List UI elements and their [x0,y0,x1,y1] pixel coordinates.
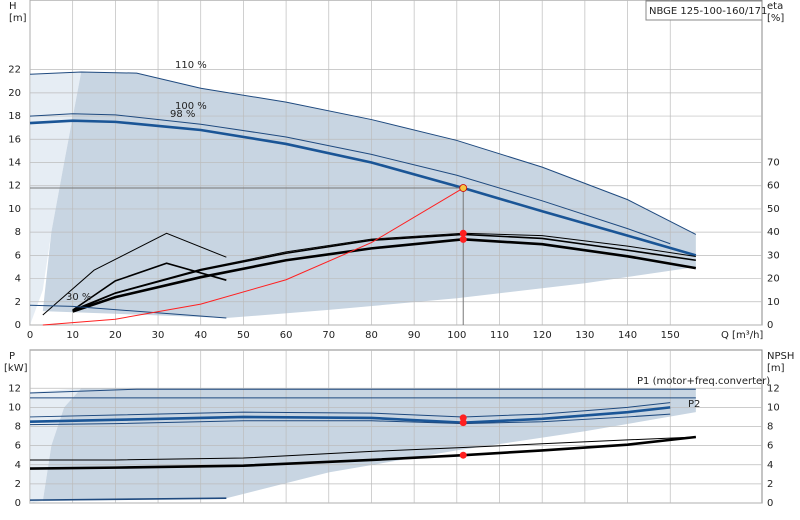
duty-point [459,184,468,192]
y-tick-label: 14 [8,158,21,169]
curve [29,388,696,394]
curve [29,402,671,418]
x-tick-label: 20 [109,330,122,341]
x-tick-label: 10 [66,330,79,341]
curve [29,304,227,319]
y2-tick-label: 60 [767,181,780,192]
duty-point [459,235,467,243]
y2-tick-label: 10 [767,297,780,308]
x-tick-label: 120 [533,330,552,341]
operating-range [42,388,696,502]
duty-point [459,229,467,237]
y-tick-label: 10 [8,402,21,413]
operating-range [30,71,82,325]
annotation: P1 (motor+freq.converter) [637,376,770,387]
y-tick-label: 8 [15,227,21,238]
y2-tick-label: 12 [767,383,780,394]
y2-tick-label: 30 [767,250,780,261]
operating-range [42,71,696,319]
y-tick-label: 20 [8,88,21,99]
y-unit: [m] [9,13,27,24]
curve [30,436,696,461]
y2-tick-label: 8 [767,422,773,433]
title-box [645,0,763,21]
y-tick-label: 2 [15,479,21,490]
curve [29,71,697,235]
y2-tick-label: 10 [767,402,780,413]
y-tick-label: 4 [15,460,21,471]
y-tick-label: 6 [15,441,21,452]
curve [42,232,227,316]
curve [29,113,671,245]
curve [42,187,464,326]
x-tick-label: 150 [661,330,680,341]
x-tick-label: 40 [194,330,207,341]
y-label: H [9,1,17,12]
curve [72,238,697,313]
annotation: 100 % [175,101,207,112]
y-tick-label: 2 [15,297,21,308]
x-tick-label: 110 [490,330,509,341]
y-tick-label: 12 [8,181,21,192]
x-tick-label: 140 [618,330,637,341]
y-unit: [kW] [4,363,28,374]
curve [29,435,696,470]
y2-tick-label: 2 [767,479,773,490]
x-tick-label: 0 [27,330,33,341]
y2-tick-label: 40 [767,227,780,238]
y-tick-label: 16 [8,134,21,145]
curve [29,406,671,424]
y2-unit: [m] [767,363,785,374]
duty-point [459,451,467,459]
y-tick-label: 8 [15,422,21,433]
x-tick-label: 90 [408,330,421,341]
y2-unit: [%] [767,13,784,24]
y2-label: eta [767,1,783,12]
y-tick-label: 0 [15,498,21,509]
x-tick-label: 100 [447,330,466,341]
annotation: 98 % [170,109,195,120]
y-tick-label: 4 [15,274,21,285]
curve [29,413,671,426]
y-tick-label: 6 [15,250,21,261]
duty-point [459,414,467,422]
y2-tick-label: 6 [767,441,773,452]
x-tick-label: 130 [575,330,594,341]
y2-tick-label: 4 [767,460,773,471]
x-tick-label: 70 [322,330,335,341]
annotation: 110 % [175,60,207,71]
annotation: 30 % [66,292,91,303]
y2-tick-label: 20 [767,274,780,285]
x-tick-label: 60 [280,330,293,341]
y-label: P [9,351,15,362]
y2-label: NPSH [767,351,794,362]
duty-point [459,419,467,427]
x-tick-label: 30 [152,330,165,341]
x-tick-label: 80 [365,330,378,341]
curve [72,233,696,312]
y2-tick-label: 0 [767,498,773,509]
y2-tick-label: 0 [767,320,773,331]
curve [29,119,697,257]
y-tick-label: 18 [8,111,21,122]
y-tick-label: 12 [8,383,21,394]
curve [29,497,227,501]
x-tick-label: 50 [237,330,250,341]
y2-tick-label: 50 [767,204,780,215]
chart-title: NBGE 125-100-160/171 [649,6,767,17]
y-tick-label: 22 [8,65,21,76]
y-tick-label: 0 [15,320,21,331]
x-label: Q [m³/h] [721,330,763,341]
y2-tick-label: 70 [767,158,780,169]
annotation: P2 [688,399,700,410]
y-tick-label: 10 [8,204,21,215]
